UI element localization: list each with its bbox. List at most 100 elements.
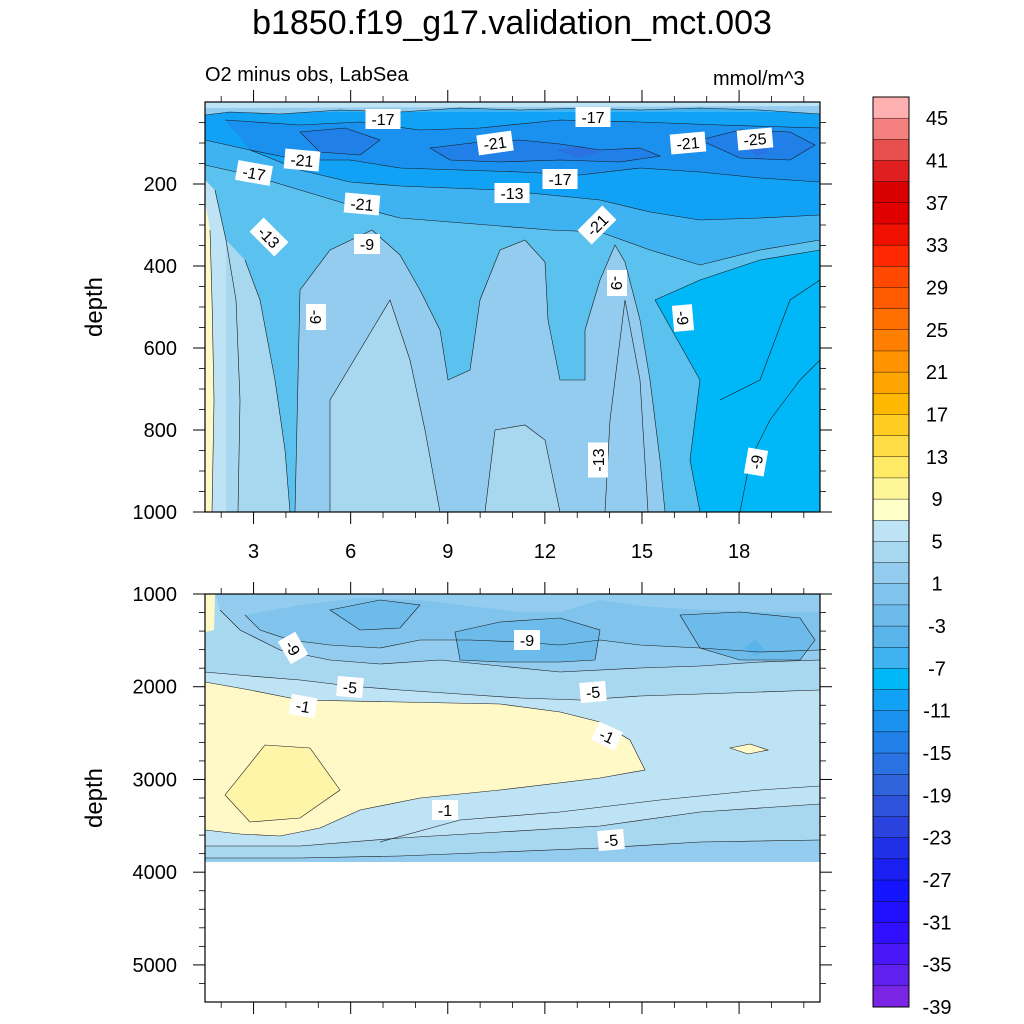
upper-contour-label: -17 — [542, 169, 578, 189]
colorbar-swatch — [872, 287, 910, 310]
colorbar-swatch — [872, 625, 910, 648]
upper-contour-label-text: -9 — [672, 310, 690, 326]
upper-contour-label: -9 — [671, 304, 695, 332]
colorbar-swatch — [872, 96, 910, 119]
upper-contour-label-box — [588, 442, 608, 478]
upper-contour-label: -13 — [494, 183, 530, 203]
x-tick-label: 15 — [631, 541, 653, 563]
lower-y-tick-label: 2000 — [133, 677, 178, 699]
lower-contour-label-box — [277, 631, 309, 665]
upper-contour-label: -9 — [743, 447, 769, 477]
colorbar-swatch — [872, 498, 910, 521]
upper-contour-label-box — [476, 130, 514, 156]
colorbar-label: -11 — [923, 701, 950, 723]
lower-contour-label-text: -5 — [342, 679, 358, 697]
lower-contour-field — [205, 594, 820, 862]
colorbar-swatch — [872, 414, 910, 437]
upper-contour-label-text: -9 — [748, 454, 767, 471]
upper-contour-label: -21 — [343, 192, 381, 216]
lower-contour-labels: -9 -9 -5 -5 -1 -1 -1 -5 — [277, 630, 625, 852]
upper-y-tick-label: 400 — [144, 256, 177, 278]
upper-contour-label: -9 — [354, 234, 380, 254]
colorbar-swatch — [872, 139, 910, 161]
upper-contour-label-box — [354, 234, 380, 254]
lower-y-tick-label: 3000 — [133, 769, 178, 791]
lower-contour-label-text: -1 — [596, 727, 616, 748]
colorbar-swatch — [872, 774, 910, 796]
upper-contour-label-text: -13 — [591, 448, 608, 471]
colorbar-swatch — [872, 752, 910, 775]
colorbar-swatch — [872, 181, 910, 204]
colorbar-swatch — [872, 160, 910, 183]
x-tick-label: 9 — [442, 541, 453, 563]
upper-y-tick-label: 800 — [144, 420, 177, 442]
colorbar-swatch — [872, 350, 910, 373]
units-subtitle: mmol/m^3 — [713, 68, 805, 90]
colorbar-swatch — [872, 668, 910, 691]
colorbar-label: 25 — [926, 320, 948, 342]
upper-contour-label-text: -17 — [581, 110, 604, 127]
colorbar-label: 33 — [926, 235, 948, 257]
lower-contour-label-box — [590, 721, 624, 751]
x-tick-label: 18 — [728, 541, 750, 563]
lower-contour-label: -5 — [579, 680, 607, 704]
colorbar-swatch — [872, 562, 910, 585]
lower-contour-label: -1 — [288, 693, 318, 719]
colorbar-swatch — [872, 202, 910, 225]
colorbar-swatch — [872, 985, 910, 1008]
colorbar-label: 5 — [931, 531, 942, 553]
upper-y-tick-label: 200 — [144, 174, 177, 196]
upper-contour-label: -21 — [476, 130, 514, 156]
colorbar-frame — [872, 96, 910, 1008]
upper-contour-label: -17 — [365, 109, 401, 129]
upper-contour-label: -21 — [283, 148, 321, 172]
upper-contour-label-text: -21 — [676, 135, 701, 154]
upper-contour-label-box — [365, 109, 401, 129]
upper-contour-label-box — [669, 131, 707, 155]
variable-subtitle: O2 minus obs, LabSea — [205, 64, 409, 86]
colorbar-swatch — [872, 900, 910, 923]
x-tick-label: 3 — [248, 541, 259, 563]
upper-contour-label: -13 — [588, 442, 608, 478]
chart-title: b1850.f19_g17.validation_mct.003 — [252, 4, 772, 42]
upper-contour-label-box — [743, 447, 769, 477]
colorbar-swatch — [872, 117, 910, 140]
colorbar-swatch — [872, 922, 910, 945]
colorbar-label: 1 — [931, 574, 942, 596]
colorbar-label: -19 — [923, 785, 952, 807]
upper-contour-label-text: -21 — [290, 152, 315, 171]
colorbar-swatch — [872, 393, 910, 415]
lower-contour-label-box — [432, 800, 458, 820]
lower-contour-label-box — [288, 693, 318, 719]
colorbar-swatch — [872, 837, 910, 860]
upper-contour-label-box — [343, 192, 381, 216]
lower-contour-label: -9 — [277, 631, 309, 665]
upper-contour-label: -9 — [306, 304, 326, 330]
upper-contour-label-box — [494, 183, 530, 203]
colorbar-swatch — [872, 583, 910, 606]
colorbar-swatch — [872, 816, 910, 839]
upper-contour-label-box — [607, 270, 627, 296]
upper-contour-label-text: -17 — [241, 164, 267, 185]
lower-contour-label-text: -5 — [603, 832, 619, 850]
colorbar-swatch — [872, 710, 910, 733]
colorbar-swatch — [872, 223, 910, 246]
colorbar-swatch — [872, 520, 910, 542]
colorbar-label: -27 — [923, 870, 952, 892]
colorbar-swatch — [872, 308, 910, 331]
colorbar-swatch — [872, 477, 910, 500]
upper-panel: 200 400 600 800 1000 3 6 9 12 15 18 -17 -17 -21 -21 -2… — [81, 90, 832, 563]
upper-y-tick-label: 600 — [144, 338, 177, 360]
lower-contour-label-text: -1 — [438, 803, 452, 820]
colorbar-swatch — [872, 244, 910, 267]
lower-contour-label: -5 — [336, 675, 364, 699]
lower-y-tick-label: 5000 — [133, 955, 178, 977]
upper-contour-label-text: -17 — [548, 172, 571, 189]
lower-panel: 1000 2000 3000 4000 5000 -9 -9 -5 -5 -1 -1 -1 -5 de… — [81, 582, 832, 1014]
upper-contour-label-box — [577, 205, 617, 245]
colorbar-swatch — [872, 604, 910, 627]
lower-axis-ticks: 1000 2000 3000 4000 5000 — [133, 582, 832, 1014]
colorbar-swatch — [872, 647, 910, 669]
upper-contour-label-text: -21 — [350, 196, 375, 215]
